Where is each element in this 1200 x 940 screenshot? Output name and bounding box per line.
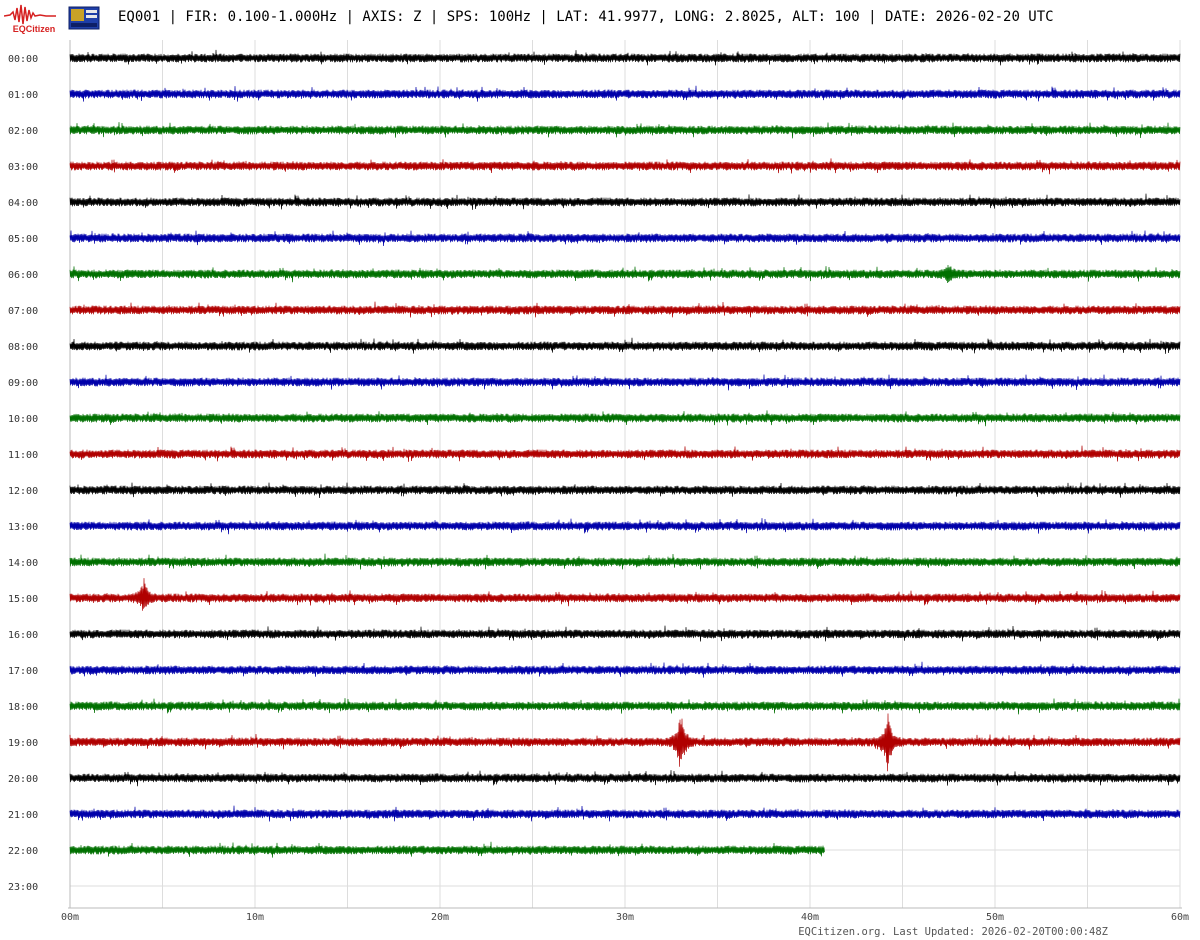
seismic-trace	[69, 193, 1181, 210]
row-time-label: 23:00	[8, 882, 38, 893]
row-time-label: 09:00	[8, 378, 38, 389]
row-time-label: 03:00	[8, 162, 38, 173]
row-time-label: 13:00	[8, 522, 38, 533]
row-time-label: 15:00	[8, 594, 38, 605]
row-time-label: 11:00	[8, 450, 38, 461]
row-time-label: 06:00	[8, 270, 38, 281]
seismic-trace	[69, 553, 1181, 570]
row-time-label: 14:00	[8, 558, 38, 569]
row-time-label: 07:00	[8, 306, 38, 317]
row-time-label: 17:00	[8, 666, 38, 677]
row-time-label: 10:00	[8, 414, 38, 425]
row-time-label: 22:00	[8, 846, 38, 857]
seismic-trace	[69, 301, 1181, 318]
last-updated-footer: EQCitizen.org. Last Updated: 2026-02-20T…	[798, 926, 1108, 938]
seismic-trace	[69, 625, 1181, 642]
row-time-label: 12:00	[8, 486, 38, 497]
seismic-trace	[69, 85, 1181, 102]
row-time-label: 16:00	[8, 630, 38, 641]
row-time-label: 20:00	[8, 774, 38, 785]
seismic-trace	[69, 49, 1181, 66]
x-tick-label: 10m	[246, 912, 264, 923]
chart-header: EQ001 | FIR: 0.100-1.000Hz | AXIS: Z | S…	[118, 9, 1054, 25]
x-tick-label: 20m	[431, 912, 449, 923]
seismic-trace	[69, 661, 1181, 678]
logo-text: EQCitizen	[12, 24, 56, 34]
seismic-trace	[69, 158, 1181, 175]
x-tick-label: 60m	[1171, 912, 1189, 923]
x-tick-label: 30m	[616, 912, 634, 923]
seismic-trace	[69, 805, 1181, 822]
seismic-trace	[69, 264, 1181, 284]
x-tick-label: 00m	[61, 912, 79, 923]
eqcitizen-logo: EQCitizen	[4, 2, 56, 36]
row-time-label: 21:00	[8, 810, 38, 821]
seismic-trace	[69, 518, 1181, 535]
seismic-trace	[69, 230, 1181, 247]
x-tick-label: 50m	[986, 912, 1004, 923]
seismic-trace	[69, 122, 1181, 139]
row-time-label: 01:00	[8, 90, 38, 101]
seismic-trace	[69, 578, 1181, 611]
seismic-trace	[69, 482, 1181, 499]
row-time-label: 08:00	[8, 342, 38, 353]
seismic-trace	[69, 445, 1181, 462]
seismic-trace	[69, 337, 1181, 354]
sensor-chip-icon	[68, 6, 100, 30]
x-tick-label: 40m	[801, 912, 819, 923]
row-time-label: 05:00	[8, 234, 38, 245]
row-time-label: 18:00	[8, 702, 38, 713]
row-time-label: 00:00	[8, 54, 38, 65]
seismic-trace	[69, 410, 1181, 427]
seismic-trace	[69, 713, 1181, 772]
seismic-trace	[69, 841, 825, 858]
row-time-label: 19:00	[8, 738, 38, 749]
seismic-trace	[69, 698, 1181, 715]
row-time-label: 02:00	[8, 126, 38, 137]
seismic-trace	[69, 770, 1181, 787]
row-time-label: 04:00	[8, 198, 38, 209]
seismic-trace	[69, 374, 1181, 391]
